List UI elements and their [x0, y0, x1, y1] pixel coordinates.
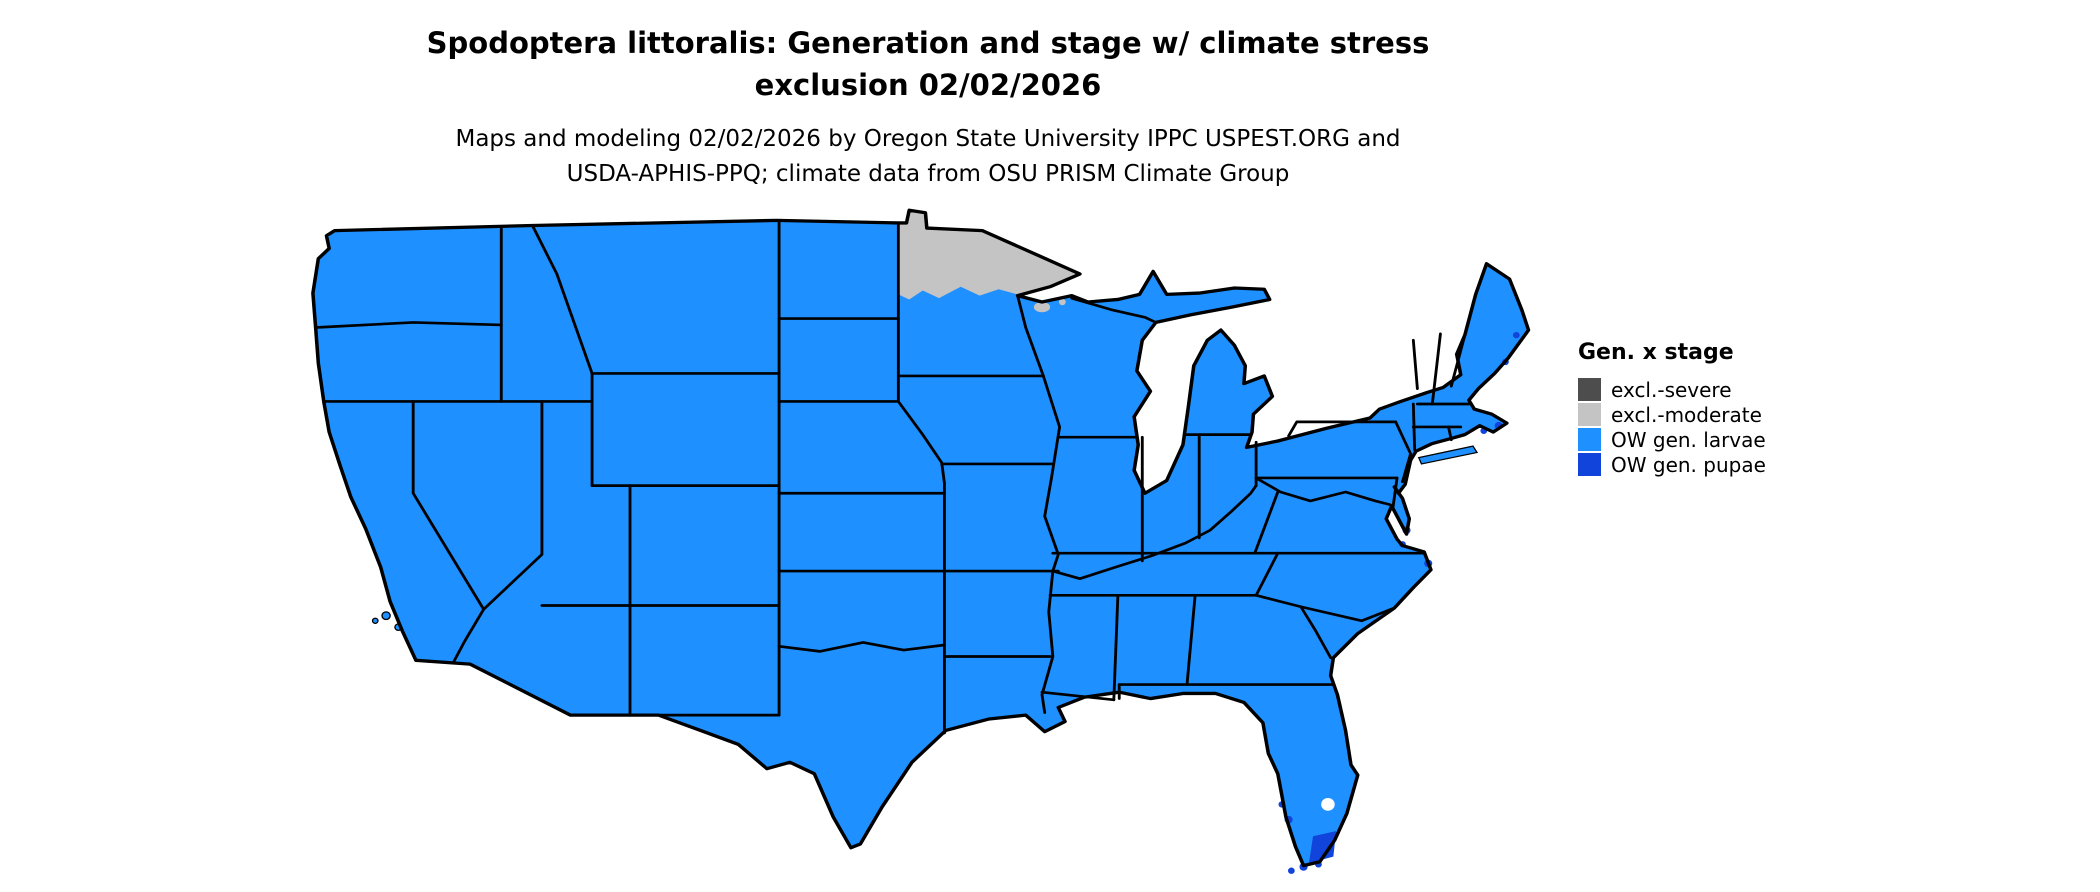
legend-swatch: [1578, 378, 1601, 401]
us-outline-fill: [312, 210, 1529, 866]
island-regions: [371, 445, 1479, 631]
legend-item: OW gen. pupae: [1578, 452, 1766, 477]
legend-item: excl.-moderate: [1578, 402, 1766, 427]
us-outline-stroke: [311, 208, 1531, 868]
figure-title: Spodoptera littoralis: Generation and st…: [0, 22, 1856, 106]
state-borders: [314, 219, 1471, 735]
legend-item-label: OW gen. pupae: [1611, 452, 1766, 477]
figure-header: Spodoptera littoralis: Generation and st…: [0, 22, 1856, 191]
long-island: [1417, 445, 1479, 465]
subtitle-line-2: USDA-APHIS-PPQ; climate data from OSU PR…: [566, 160, 1290, 187]
map-legend: Gen. x stage excl.-severe excl.-moderate O…: [1578, 340, 1766, 477]
legend-item: OW gen. larvae: [1578, 427, 1766, 452]
legend-item-label: OW gen. larvae: [1611, 427, 1766, 452]
channel-island-1: [381, 611, 391, 621]
title-line-2: exclusion 02/02/2026: [754, 68, 1102, 103]
pupae-spot-florida-keys-2: [1287, 867, 1295, 874]
legend-swatch: [1578, 403, 1601, 426]
legend-item-label: excl.-moderate: [1611, 402, 1762, 427]
legend-title: Gen. x stage: [1578, 340, 1734, 365]
legend-item: excl.-severe: [1578, 377, 1766, 402]
legend-items: excl.-severe excl.-moderate OW gen. larvae…: [1578, 377, 1766, 477]
pupae-spot-maine-coast-2: [1512, 331, 1520, 339]
subtitle-line-1: Maps and modeling 02/02/2026 by Oregon S…: [455, 126, 1401, 153]
us-map: [298, 200, 1538, 886]
exclusion-patch-northern-wisconsin-2: [1058, 298, 1066, 306]
legend-swatch: [1578, 428, 1601, 451]
exclusion-region-northern-minnesota: [898, 211, 1079, 300]
channel-island-3: [371, 617, 379, 624]
legend-item-label: excl.-severe: [1611, 377, 1732, 402]
us-map-svg: [311, 208, 1531, 874]
legend-swatch: [1578, 453, 1601, 476]
figure-subtitle: Maps and modeling 02/02/2026 by Oregon S…: [0, 122, 1856, 191]
lake-okeechobee: [1321, 798, 1335, 811]
pupae-region-south-florida: [1308, 831, 1337, 864]
title-line-1: Spodoptera littoralis: Generation and st…: [426, 26, 1430, 60]
exclusion-patch-northern-wisconsin: [1033, 302, 1051, 313]
